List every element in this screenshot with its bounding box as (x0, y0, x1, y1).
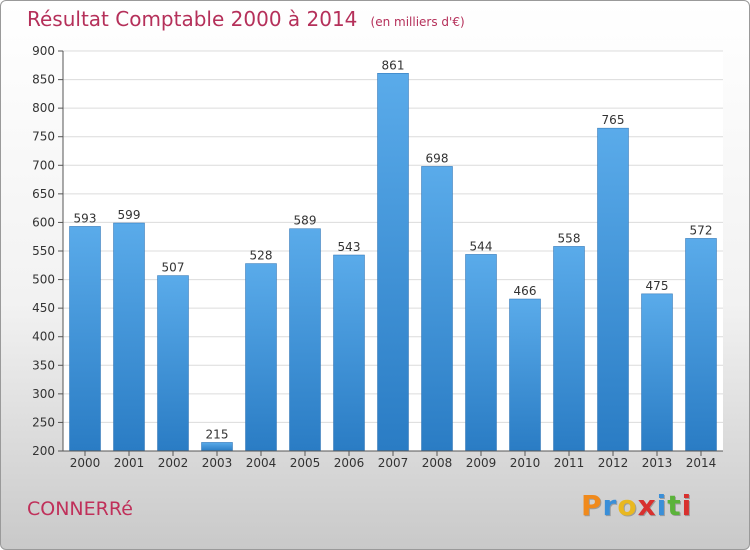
y-tick-label: 800 (32, 101, 55, 115)
x-tick-label-2011: 2011 (554, 456, 585, 470)
data-label-2008: 698 (426, 151, 449, 165)
bar-2011 (553, 246, 585, 452)
y-tick-label: 500 (32, 273, 55, 287)
bar-2002 (157, 275, 189, 452)
data-label-2000: 593 (74, 211, 97, 225)
x-tick-label-2001: 2001 (114, 456, 145, 470)
logo-letter: i (681, 489, 693, 522)
y-tick-label: 300 (32, 387, 55, 401)
x-tick-label-2000: 2000 (70, 456, 101, 470)
data-label-2005: 589 (294, 214, 317, 228)
bar-2013 (641, 293, 673, 452)
data-label-2011: 558 (558, 231, 581, 245)
data-label-2010: 466 (514, 284, 537, 298)
chart-title: Résultat Comptable 2000 à 2014 (27, 7, 358, 31)
logo-letter: i (656, 489, 668, 522)
bar-2006 (333, 254, 365, 452)
x-tick-label-2005: 2005 (290, 456, 321, 470)
data-label-2012: 765 (602, 113, 625, 127)
logo-letter: o (617, 489, 638, 522)
y-tick-label: 400 (32, 330, 55, 344)
bar-2012 (597, 127, 629, 452)
chart-subtitle: (en milliers d'€) (370, 15, 465, 29)
x-tick-label-2003: 2003 (202, 456, 233, 470)
x-tick-label-2006: 2006 (334, 456, 365, 470)
bar-2008 (421, 166, 453, 452)
x-tick-label-2013: 2013 (642, 456, 673, 470)
logo-letter: x (637, 489, 657, 522)
y-tick-label: 700 (32, 158, 55, 172)
data-label-2002: 507 (162, 261, 185, 275)
y-tick-label: 750 (32, 130, 55, 144)
x-tick-label-2004: 2004 (246, 456, 277, 470)
y-tick-label: 450 (32, 301, 55, 315)
bar-2010 (509, 298, 541, 452)
bar-2009 (465, 254, 497, 452)
bar-2001 (113, 222, 145, 452)
bar-2014 (685, 238, 717, 452)
x-tick-label-2008: 2008 (422, 456, 453, 470)
bar-2000 (69, 226, 101, 452)
data-label-2006: 543 (338, 240, 361, 254)
proxiti-logo: Proxiti (581, 489, 692, 522)
y-tick-label: 900 (32, 44, 55, 58)
bar-2005 (289, 228, 321, 452)
data-label-2003: 215 (206, 427, 229, 441)
bar-2004 (245, 263, 277, 452)
bar-2007 (377, 73, 409, 452)
data-label-2001: 599 (118, 208, 141, 222)
town-name: CONNERRé (27, 498, 133, 520)
data-label-2007: 861 (382, 58, 405, 72)
y-tick-label: 200 (32, 444, 55, 458)
y-tick-label: 850 (32, 73, 55, 87)
data-label-2009: 544 (470, 239, 493, 253)
x-tick-label-2009: 2009 (466, 456, 497, 470)
x-tick-label-2002: 2002 (158, 456, 189, 470)
x-tick-label-2014: 2014 (686, 456, 717, 470)
y-tick-label: 650 (32, 187, 55, 201)
data-label-2004: 528 (250, 249, 273, 263)
chart-title-block: Résultat Comptable 2000 à 2014 (en milli… (27, 7, 465, 31)
y-tick-label: 250 (32, 415, 55, 429)
y-tick-label: 350 (32, 358, 55, 372)
logo-letter: P (581, 489, 603, 522)
data-label-2014: 572 (690, 223, 713, 237)
y-tick-label: 550 (32, 244, 55, 258)
x-tick-label-2007: 2007 (378, 456, 409, 470)
x-tick-label-2010: 2010 (510, 456, 541, 470)
bar-2003 (201, 442, 233, 452)
data-label-2013: 475 (646, 279, 669, 293)
axes: 200 250 300 350 400 450 500 550 600 650 700 750 800 8… (32, 44, 723, 470)
bars: 593 599 507 215 528 589 543 861 698 544 466 558 765 4… (69, 58, 717, 452)
x-tick-label-2012: 2012 (598, 456, 629, 470)
logo-letter: r (602, 489, 618, 522)
logo-letter: t (667, 489, 682, 522)
y-tick-label: 600 (32, 215, 55, 229)
